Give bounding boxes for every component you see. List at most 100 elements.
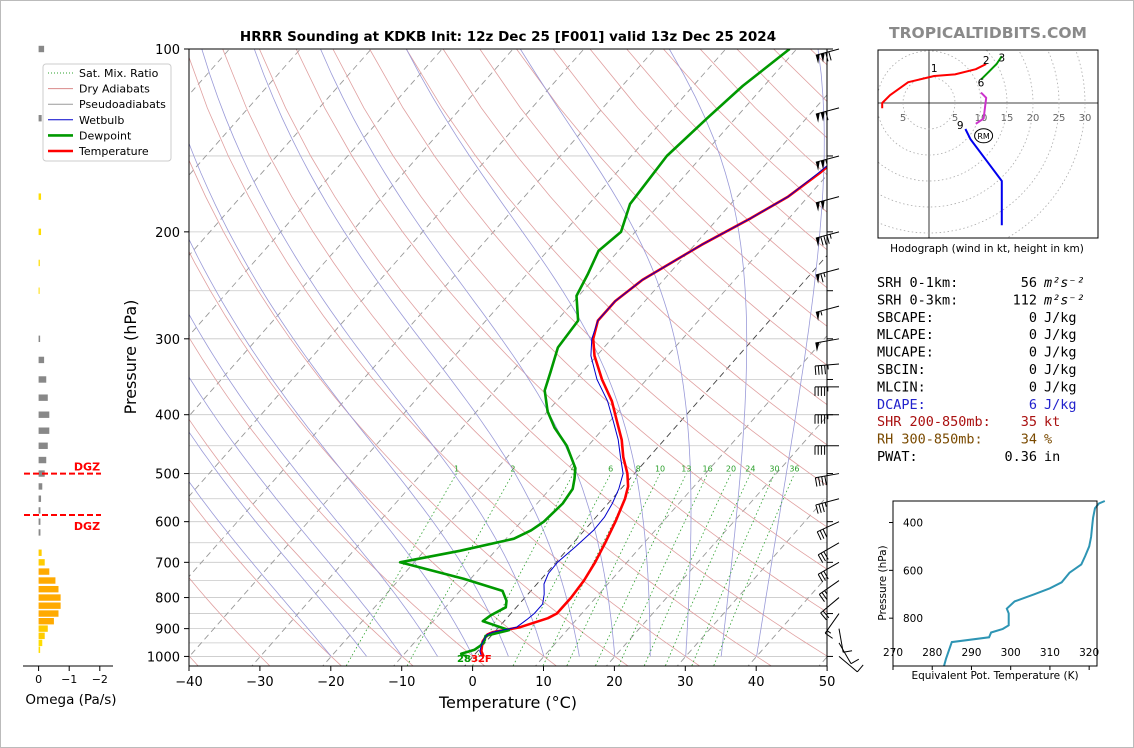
- isotherm-line: [1, 49, 17, 669]
- index-value: 34: [1021, 432, 1037, 448]
- skewt-background-lines: 1 2 4 6 8 10 13 16 20 24 30 36: [1, 49, 827, 669]
- wind-barb-flag: [820, 111, 825, 122]
- wind-barb: [817, 561, 840, 583]
- legend-label: Pseudoadiabats: [79, 98, 166, 111]
- theta-e-panel: 270 280 290 300 310 320 400 600 800 Equivalent P…: [877, 500, 1106, 682]
- pressure-tick-label: 300: [155, 333, 180, 348]
- dry-adiabat-line: [189, 336, 486, 666]
- dry-adiabat-line: [442, 49, 827, 446]
- index-value: 112: [1013, 292, 1037, 308]
- hodograph-ring: [878, 50, 1008, 182]
- theta-e-x-tick-label: 310: [1040, 647, 1060, 659]
- dry-adiabat-line: [222, 49, 773, 666]
- wind-barb-axis: [827, 48, 833, 657]
- legend-box: [42, 63, 172, 162]
- omega-axis: 0 −1 −2: [35, 666, 108, 686]
- hodograph-ring-label: 20: [1027, 113, 1040, 124]
- dgz-markers: DGZ DGZ: [24, 461, 101, 533]
- theta-e-y-tick-label: 400: [903, 518, 923, 530]
- mixing-ratio-label: 6: [608, 465, 613, 474]
- wind-barb-staff: [815, 155, 840, 163]
- omega-bar: [38, 259, 40, 267]
- theta-e-profile: [943, 500, 1106, 667]
- dry-adiabat-line: [189, 250, 558, 666]
- dgz-label: DGZ: [74, 520, 100, 533]
- hodograph-height-label: 3: [998, 52, 1005, 64]
- wind-barb-full: [821, 476, 824, 486]
- omega-bar: [38, 507, 41, 514]
- index-unit: kt: [1044, 414, 1060, 430]
- omega-bar: [38, 470, 45, 477]
- pseudoadiabat-line: [189, 481, 332, 657]
- dry-adiabat-line: [189, 159, 629, 666]
- pseudoadiabat-line: [189, 313, 438, 657]
- index-row: SHR 200-850mb: 35 kt: [877, 414, 1060, 430]
- wind-barb-staff: [815, 48, 840, 56]
- omega-bar: [38, 495, 42, 502]
- omega-bar: [38, 356, 45, 364]
- omega-bar: [38, 617, 54, 625]
- wind-barb: [820, 597, 840, 621]
- mixing-ratio-label: 16: [703, 465, 713, 474]
- pressure-tick-label: 500: [155, 468, 180, 483]
- wind-barb-half: [823, 272, 826, 278]
- isotherm-line: [818, 656, 827, 666]
- omega-bar: [38, 335, 41, 343]
- wind-barb: [815, 231, 840, 247]
- index-unit: J/kg: [1044, 397, 1077, 413]
- index-unit: m²s⁻²: [1043, 275, 1085, 291]
- wind-barb-full: [857, 664, 864, 673]
- theta-e-x-tick-label: 290: [961, 647, 981, 659]
- pressure-tick-label: 900: [155, 623, 180, 638]
- wind-barb: [815, 338, 840, 352]
- hodograph-height-label: 2: [983, 55, 990, 67]
- y-axis-label: Pressure (hPa): [121, 300, 140, 415]
- wind-barb-staff: [820, 597, 840, 614]
- wind-barb: [838, 642, 860, 665]
- mixing-ratio-label: 13: [681, 465, 691, 474]
- pseudoadiabat-line: [189, 376, 403, 657]
- mixing-ratio-line: [566, 473, 661, 666]
- wind-barb-staff: [817, 542, 840, 556]
- omega-tick-label: −1: [61, 673, 77, 686]
- wind-barb-full: [825, 52, 829, 62]
- storm-motion-marker: [974, 128, 994, 144]
- omega-bar: [38, 632, 45, 640]
- wind-barb-full: [828, 51, 832, 61]
- dry-adiabat-line: [189, 56, 701, 666]
- wind-barb: [815, 107, 840, 123]
- legend-label: Wetbulb: [79, 114, 124, 127]
- omega-bar: [38, 646, 41, 653]
- wind-barb-full: [821, 503, 825, 513]
- wind-barb-staff: [819, 580, 840, 595]
- index-value: 0: [1029, 345, 1037, 361]
- pseudoadiabat-line: [405, 49, 651, 657]
- legend-label: Temperature: [78, 145, 149, 158]
- pseudoadiabat-line: [668, 49, 748, 657]
- index-unit: J/kg: [1044, 310, 1077, 326]
- omega-bar: [38, 625, 48, 632]
- index-label: SBCAPE:: [877, 310, 934, 326]
- index-row: SBCAPE: 0 J/kg: [877, 310, 1077, 326]
- index-label: PWAT:: [877, 449, 918, 465]
- wind-barb-flag: [815, 311, 820, 321]
- hodograph-rings: 5 10 15 20 25 30 5: [878, 50, 1098, 238]
- wind-barb-full: [850, 658, 860, 665]
- skewt-profiles: [398, 49, 827, 658]
- wind-barb-full: [821, 592, 828, 601]
- dry-adiabat-line: [552, 49, 827, 327]
- dgz-label: DGZ: [74, 461, 100, 474]
- omega-bar: [38, 442, 48, 449]
- hodograph-height-label: 1: [931, 63, 938, 75]
- mixing-ratio-line: [345, 473, 457, 666]
- isotherm-line: [189, 49, 514, 417]
- wind-barb-full: [814, 366, 817, 376]
- wind-barb: [838, 628, 853, 653]
- wind-barb-flag: [820, 200, 825, 211]
- index-value: 35: [1021, 414, 1037, 430]
- isotherm-line: [322, 94, 827, 666]
- wind-barb-full: [826, 234, 830, 244]
- pressure-tick-label: 200: [155, 226, 180, 241]
- theta-e-x-tick-label: 300: [1001, 647, 1021, 659]
- index-row: SRH 0-1km: 56 m²s⁻²: [877, 275, 1085, 291]
